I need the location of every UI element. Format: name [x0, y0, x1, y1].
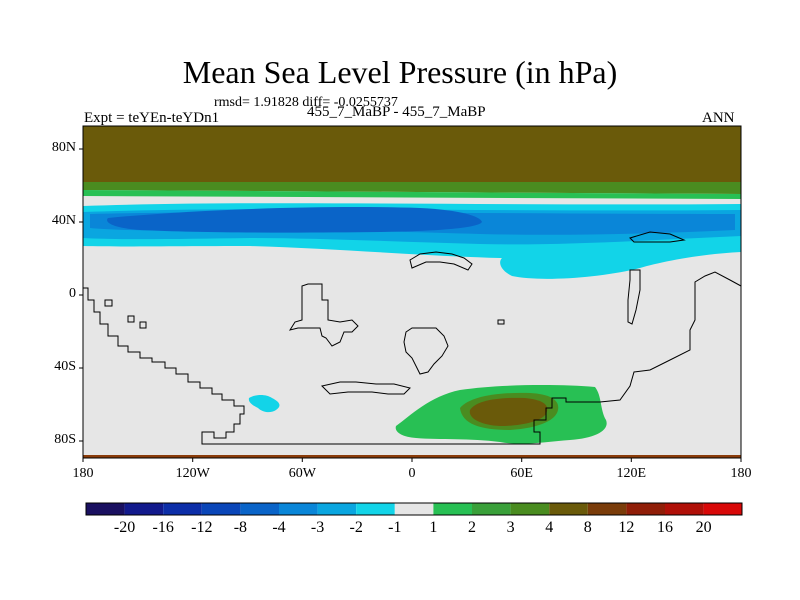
x-tick-label: 60E — [510, 466, 533, 481]
colorbar-bin — [356, 503, 395, 515]
pacific-coast-segment — [629, 231, 686, 243]
colorbar-bin — [124, 503, 164, 515]
colorbar-label: 12 — [618, 519, 635, 536]
north-pacific-extension — [500, 242, 741, 279]
colorbar-bin — [163, 503, 202, 515]
asia-coast-segment — [409, 251, 473, 271]
southern-coast-segment — [321, 381, 411, 395]
south-america-negative-patch — [248, 395, 280, 413]
x-tick-label: 180 — [730, 466, 752, 481]
x-tick-label: 180 — [72, 466, 94, 481]
coastlines — [83, 231, 742, 445]
colorbar-label: -4 — [272, 519, 286, 536]
colorbar-bin — [549, 503, 588, 515]
colorbar-label: 16 — [657, 519, 673, 536]
colorbar-bin — [317, 503, 357, 515]
island-3 — [139, 321, 147, 329]
colorbar-bin — [86, 503, 125, 515]
colorbar-label: -3 — [310, 519, 325, 536]
y-tick-label: 80N — [51, 140, 76, 155]
colorbar — [85, 502, 743, 516]
comparison-label: 455_7_MaBP - 455_7_MaBP — [307, 104, 486, 120]
colorbar-label: -16 — [152, 519, 174, 536]
x-tick-label: 120W — [175, 466, 210, 481]
axis-ticks — [79, 148, 742, 462]
colorbar-label: -1 — [388, 519, 402, 536]
colorbar-bin — [394, 503, 434, 515]
colorbar-label: 8 — [583, 519, 592, 536]
colorbar-bin — [472, 503, 511, 515]
y-tick-label: 40S — [54, 359, 76, 374]
american-and-antarctic-coastline — [83, 271, 742, 445]
colorbar-bin — [201, 503, 241, 515]
y-tick-label: 0 — [69, 286, 76, 301]
colorbar-label: -12 — [191, 519, 213, 536]
colorbar-bin — [279, 503, 318, 515]
map-panel — [82, 125, 742, 459]
x-tick-label: 0 — [408, 466, 416, 481]
y-tick-label: 40N — [51, 213, 76, 228]
colorbar-label: 1 — [429, 519, 438, 536]
colorbar-label: -20 — [113, 519, 136, 536]
plot-title: Mean Sea Level Pressure (in hPa) — [182, 54, 618, 90]
colorbar-bin — [703, 503, 743, 515]
indian-ocean-island — [403, 327, 449, 375]
x-tick-label: 60W — [288, 466, 316, 481]
y-tick-label: 80S — [54, 432, 76, 447]
colorbar-bin — [510, 503, 550, 515]
southern-positive-core — [469, 397, 548, 426]
colorbar-label: 2 — [468, 519, 476, 536]
island-1 — [104, 299, 113, 307]
island-2 — [127, 315, 135, 323]
colorbar-bin — [240, 503, 279, 515]
colorbar-bin — [626, 503, 665, 515]
season-label: ANN — [702, 110, 735, 126]
colorbar-label: 20 — [695, 519, 712, 536]
experiment-label: Expt = teYEn-teYDn1 — [84, 110, 220, 126]
arctic-positive-region — [83, 126, 741, 182]
colorbar-label: -8 — [233, 519, 248, 536]
stats-line: rmsd= 1.91828 diff= -0.0255737 — [214, 95, 398, 110]
colorbar-frame — [85, 502, 743, 516]
colorbar-bin — [665, 503, 704, 515]
africa-like-coast — [288, 283, 359, 347]
colorbar-bin — [587, 503, 627, 515]
colorbar-bin — [433, 503, 472, 515]
eastern-coast-segment — [627, 269, 641, 325]
x-tick-label: 120E — [616, 466, 647, 481]
southern-edge-strip — [83, 455, 741, 458]
arctic-edge-band-2 — [83, 190, 741, 199]
colorbar-label: 4 — [545, 519, 554, 536]
colorbar-label: -2 — [349, 519, 363, 536]
colorbar-label: 3 — [506, 519, 515, 536]
midlat-core — [107, 207, 483, 233]
island-4 — [497, 319, 505, 325]
